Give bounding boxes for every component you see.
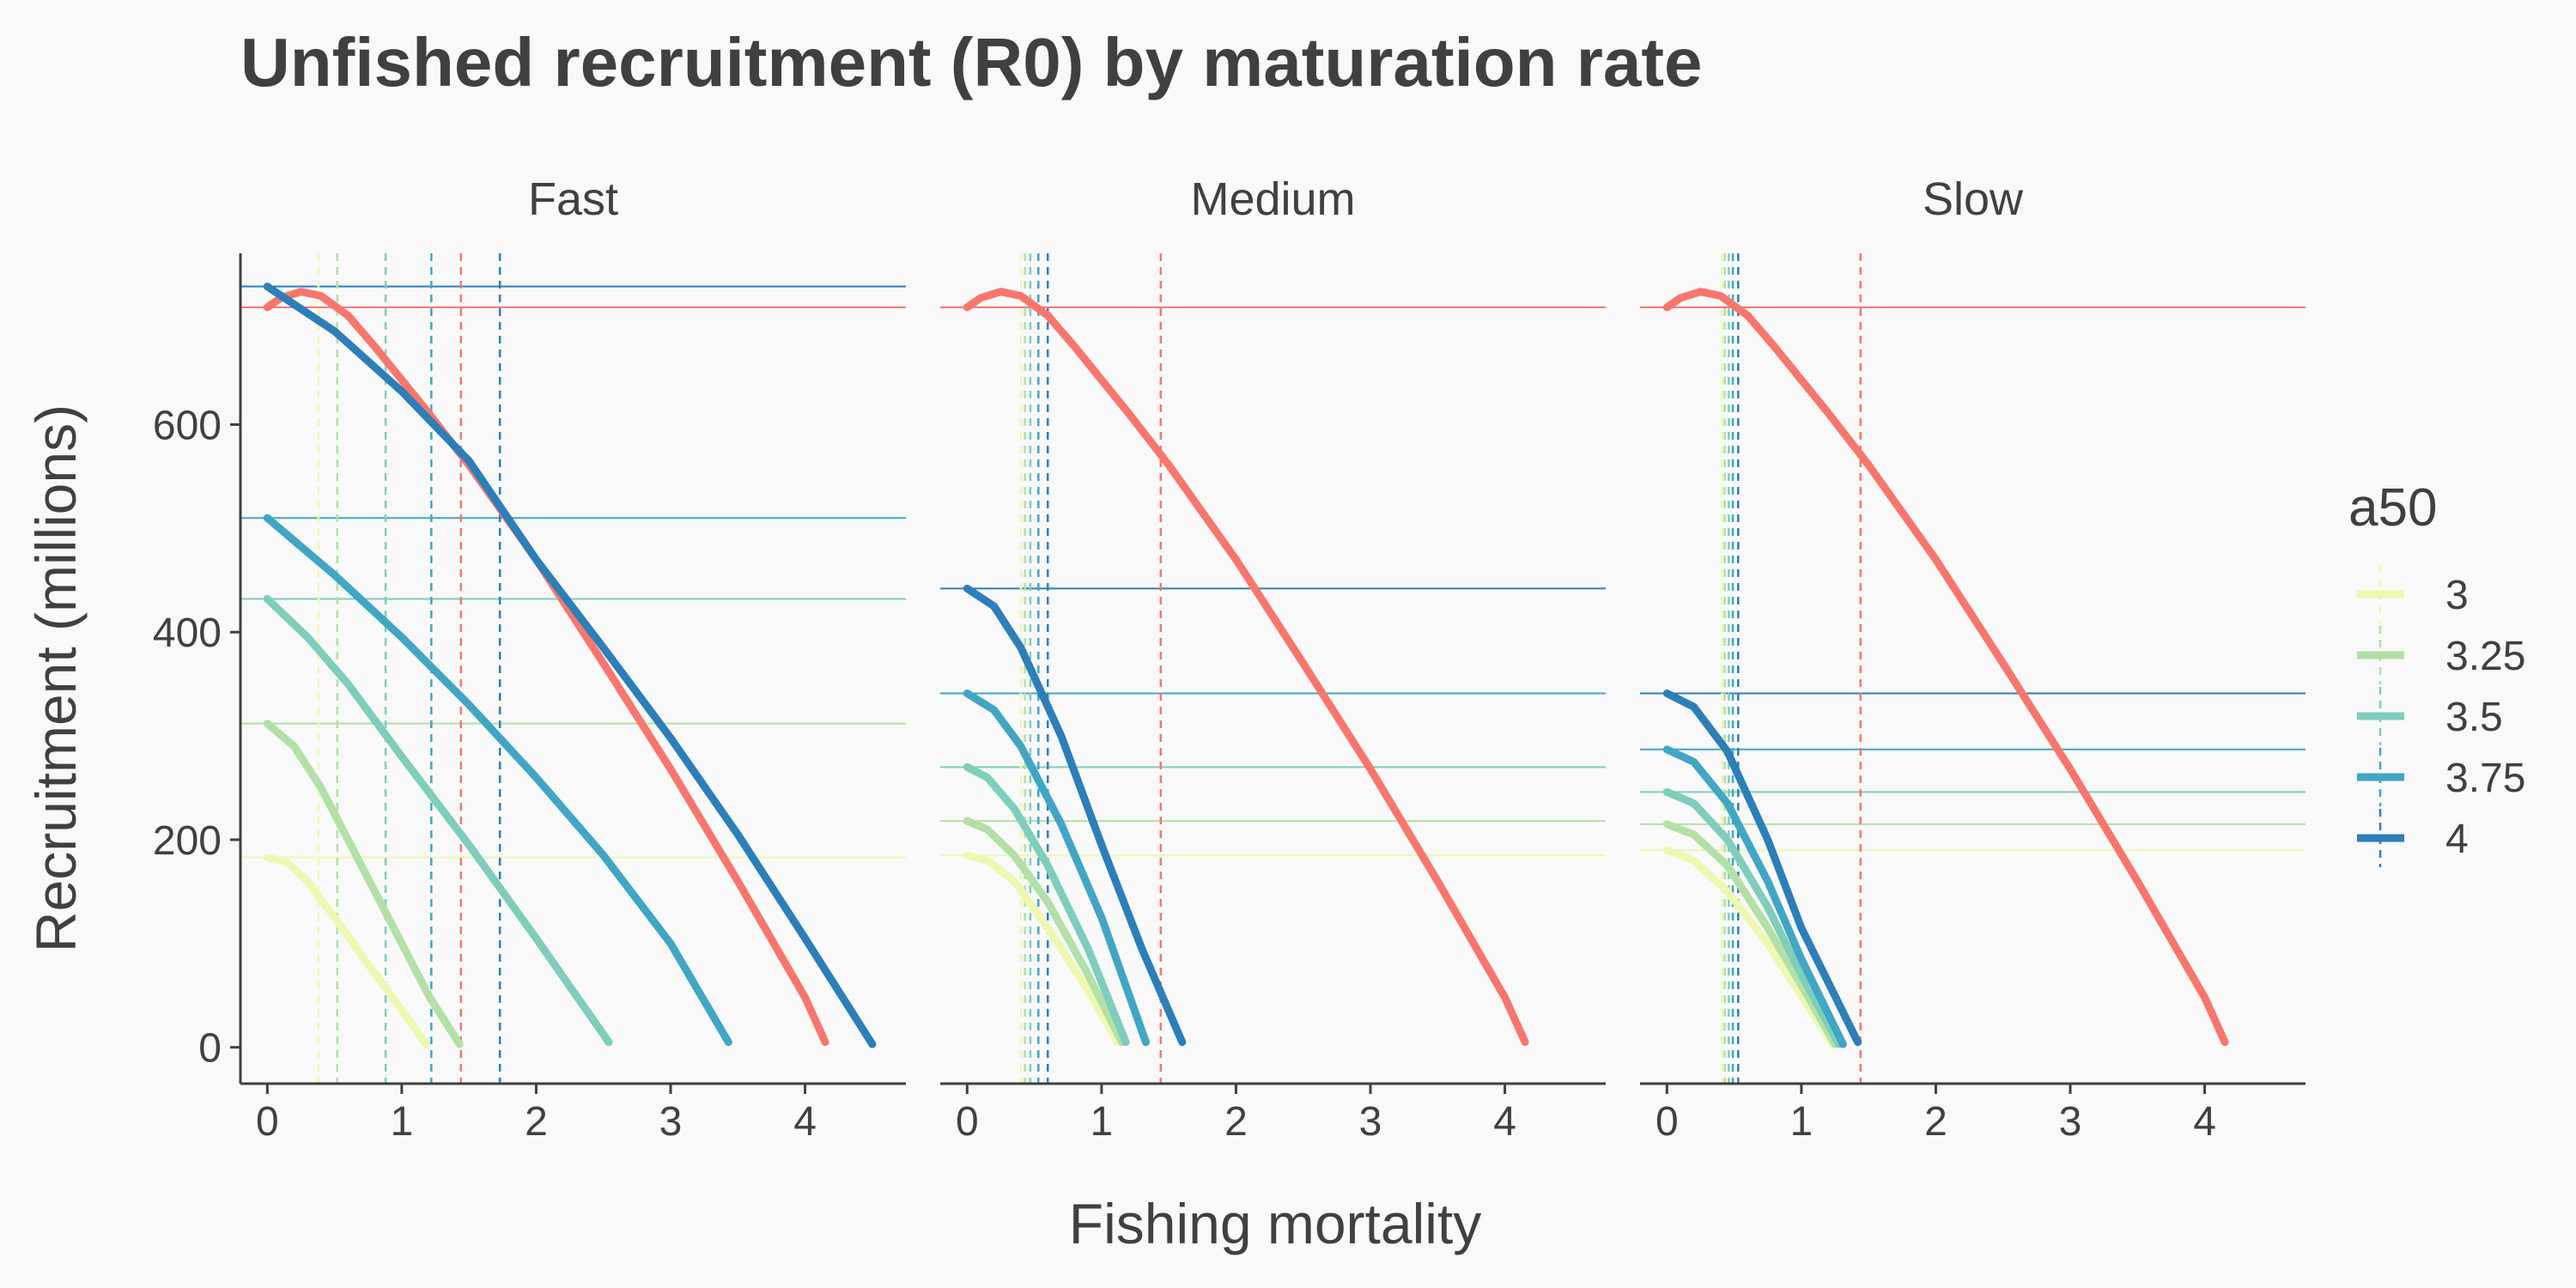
panel-strip-label: Medium: [1190, 173, 1355, 225]
curve-reference: [267, 292, 825, 1042]
y-tick-label: 200: [153, 818, 222, 864]
legend-item-3.75: 3.75: [2357, 748, 2525, 806]
legend: a50 3 3.25 3.5 3.75 4: [2348, 478, 2525, 867]
curve-reference: [1667, 292, 2225, 1042]
legend-label: 3.75: [2445, 756, 2525, 801]
panel-slow: Slow 0 1 2 3 4: [1640, 173, 2306, 1145]
x-tick-label: 3: [659, 1099, 683, 1145]
x-tick-label: 3: [2059, 1099, 2082, 1145]
panel-fast: Fast 0 200 400 600 0 1 2 3 4: [153, 173, 906, 1145]
legend-title: a50: [2348, 478, 2437, 538]
x-tick-label: 0: [256, 1099, 279, 1145]
legend-item-3.5: 3.5: [2357, 687, 2503, 745]
panel-strip-label: Fast: [528, 173, 618, 225]
x-tick-label: 1: [391, 1099, 414, 1145]
legend-label: 3.5: [2445, 695, 2503, 740]
legend-label: 3.25: [2445, 634, 2525, 679]
legend-label: 3: [2445, 573, 2469, 618]
chart-title: Unfished recruitment (R0) by maturation …: [240, 24, 1703, 100]
panel-medium: Medium 0 1 2 3 4: [940, 173, 1606, 1145]
legend-label: 4: [2445, 817, 2469, 862]
curve-3: [967, 855, 1117, 1042]
y-tick-label: 0: [198, 1026, 222, 1072]
y-tick-label: 600: [153, 403, 222, 448]
panel-strip-label: Slow: [1923, 173, 2024, 225]
x-tick-label: 2: [525, 1099, 548, 1145]
x-axis-title: Fishing mortality: [1069, 1192, 1481, 1255]
x-tick-label: 4: [1493, 1099, 1516, 1145]
panels: Fast 0 200 400 600 0 1 2 3 4 Medium 0 1 2 3 4 Slow 0 1 2 3 4: [153, 173, 2306, 1145]
legend-item-3: 3: [2357, 565, 2469, 623]
x-tick-label: 1: [1091, 1099, 1114, 1145]
x-tick-label: 2: [1224, 1099, 1248, 1145]
legend-item-4: 4: [2357, 809, 2469, 867]
x-tick-label: 0: [956, 1099, 979, 1145]
legend-item-3.25: 3.25: [2357, 626, 2525, 684]
x-tick-label: 1: [1790, 1099, 1814, 1145]
x-tick-label: 4: [793, 1099, 817, 1145]
curve-4: [267, 287, 872, 1044]
y-tick-label: 400: [153, 611, 222, 656]
curve-3.25: [267, 724, 459, 1045]
x-tick-label: 2: [1924, 1099, 1947, 1145]
y-axis-title: Recruitment (millions): [24, 404, 88, 952]
x-tick-label: 0: [1656, 1099, 1679, 1145]
x-tick-label: 3: [1359, 1099, 1382, 1145]
x-tick-label: 4: [2193, 1099, 2216, 1145]
